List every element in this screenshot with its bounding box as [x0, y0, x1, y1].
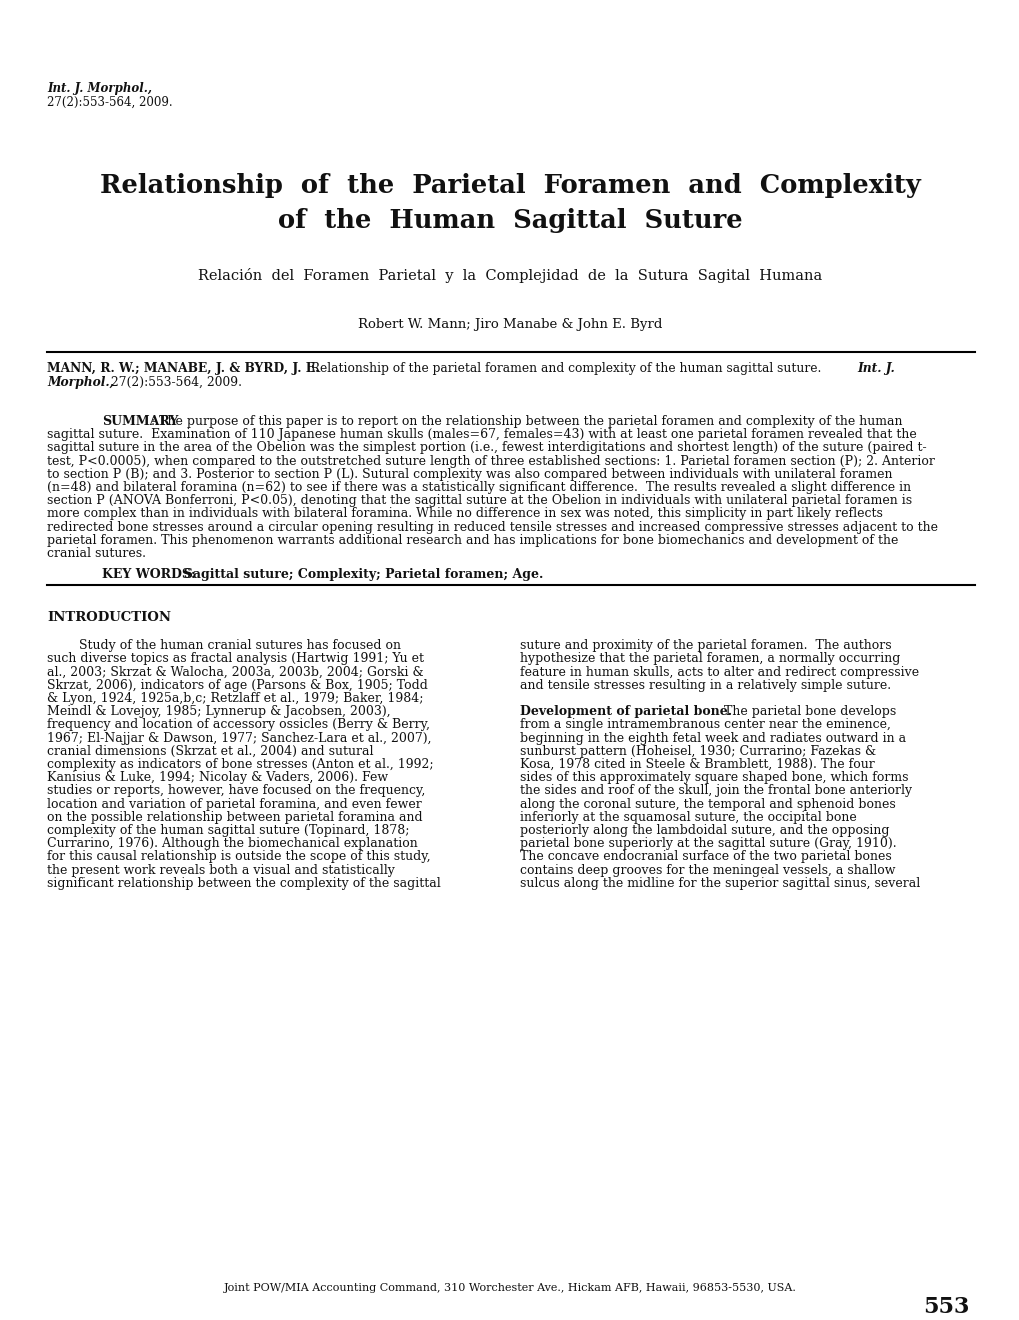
Text: parietal bone superiorly at the sagittal suture (Gray, 1910).: parietal bone superiorly at the sagittal… [520, 837, 896, 850]
Text: Currarino, 1976). Although the biomechanical explanation: Currarino, 1976). Although the biomechan… [47, 837, 418, 850]
Text: (n=48) and bilateral foramina (n=62) to see if there was a statistically signifi: (n=48) and bilateral foramina (n=62) to … [47, 480, 910, 494]
Text: such diverse topics as fractal analysis (Hartwig 1991; Yu et: such diverse topics as fractal analysis … [47, 652, 424, 665]
Text: The concave endocranial surface of the two parietal bones: The concave endocranial surface of the t… [520, 850, 891, 863]
Text: Meindl & Lovejoy, 1985; Lynnerup & Jacobsen, 2003),: Meindl & Lovejoy, 1985; Lynnerup & Jacob… [47, 705, 390, 718]
Text: significant relationship between the complexity of the sagittal: significant relationship between the com… [47, 876, 440, 890]
Text: Kosa, 1978 cited in Steele & Bramblett, 1988). The four: Kosa, 1978 cited in Steele & Bramblett, … [520, 758, 874, 771]
Text: sulcus along the midline for the superior sagittal sinus, several: sulcus along the midline for the superio… [520, 876, 919, 890]
Text: cranial sutures.: cranial sutures. [47, 546, 146, 560]
Text: the present work reveals both a visual and statistically: the present work reveals both a visual a… [47, 863, 394, 876]
Text: Relación  del  Foramen  Parietal  y  la  Complejidad  de  la  Sutura  Sagital  H: Relación del Foramen Parietal y la Compl… [198, 268, 821, 282]
Text: INTRODUCTION: INTRODUCTION [47, 611, 171, 624]
Text: the sides and roof of the skull, join the frontal bone anteriorly: the sides and roof of the skull, join th… [520, 784, 911, 797]
Text: posteriorly along the lambdoidal suture, and the opposing: posteriorly along the lambdoidal suture,… [520, 824, 889, 837]
Text: sunburst pattern (Hoheisel, 1930; Currarino; Fazekas &: sunburst pattern (Hoheisel, 1930; Currar… [520, 744, 875, 758]
Text: redirected bone stresses around a circular opening resulting in reduced tensile : redirected bone stresses around a circul… [47, 520, 937, 533]
Text: along the coronal suture, the temporal and sphenoid bones: along the coronal suture, the temporal a… [520, 797, 895, 810]
Text: from a single intramembranous center near the eminence,: from a single intramembranous center nea… [520, 718, 890, 731]
Text: frequency and location of accessory ossicles (Berry & Berry,: frequency and location of accessory ossi… [47, 718, 430, 731]
Text: Sagittal suture; Complexity; Parietal foramen; Age.: Sagittal suture; Complexity; Parietal fo… [175, 568, 543, 581]
Text: hypothesize that the parietal foramen, a normally occurring: hypothesize that the parietal foramen, a… [520, 652, 900, 665]
Text: & Lyon, 1924, 1925a,b,c; Retzlaff et al., 1979; Baker, 1984;: & Lyon, 1924, 1925a,b,c; Retzlaff et al.… [47, 692, 423, 705]
Text: SUMMARY: SUMMARY [102, 414, 178, 428]
Text: to section P (B); and 3. Posterior to section P (L). Sutural complexity was also: to section P (B); and 3. Posterior to se… [47, 467, 892, 480]
Text: al., 2003; Skrzat & Walocha, 2003a, 2003b, 2004; Gorski &: al., 2003; Skrzat & Walocha, 2003a, 2003… [47, 665, 423, 678]
Text: The parietal bone develops: The parietal bone develops [719, 705, 896, 718]
Text: on the possible relationship between parietal foramina and: on the possible relationship between par… [47, 810, 422, 824]
Text: Int. J.: Int. J. [856, 362, 894, 375]
Text: 27(2):553-564, 2009.: 27(2):553-564, 2009. [107, 376, 242, 389]
Text: 1967; El-Najjar & Dawson, 1977; Sanchez-Lara et al., 2007),: 1967; El-Najjar & Dawson, 1977; Sanchez-… [47, 731, 431, 744]
Text: Joint POW/MIA Accounting Command, 310 Worchester Ave., Hickam AFB, Hawaii, 96853: Joint POW/MIA Accounting Command, 310 Wo… [223, 1283, 796, 1294]
Text: Relationship of the parietal foramen and complexity of the human sagittal suture: Relationship of the parietal foramen and… [307, 362, 824, 375]
Text: of  the  Human  Sagittal  Suture: of the Human Sagittal Suture [277, 209, 742, 234]
Text: parietal foramen. This phenomenon warrants additional research and has implicati: parietal foramen. This phenomenon warran… [47, 533, 898, 546]
Text: sides of this approximately square shaped bone, which forms: sides of this approximately square shape… [520, 771, 908, 784]
Text: and tensile stresses resulting in a relatively simple suture.: and tensile stresses resulting in a rela… [520, 678, 891, 692]
Text: KEY WORDS:: KEY WORDS: [102, 568, 196, 581]
Text: MANN, R. W.; MANABE, J. & BYRD, J. E.: MANN, R. W.; MANABE, J. & BYRD, J. E. [47, 362, 319, 375]
Text: beginning in the eighth fetal week and radiates outward in a: beginning in the eighth fetal week and r… [520, 731, 905, 744]
Text: inferiorly at the squamosal suture, the occipital bone: inferiorly at the squamosal suture, the … [520, 810, 856, 824]
Text: Development of parietal bone.: Development of parietal bone. [520, 705, 732, 718]
Text: 553: 553 [923, 1296, 969, 1317]
Text: sagittal suture in the area of the Obelion was the simplest portion (i.e., fewes: sagittal suture in the area of the Obeli… [47, 441, 925, 454]
Text: Relationship  of  the  Parietal  Foramen  and  Complexity: Relationship of the Parietal Foramen and… [100, 173, 919, 198]
Text: : The purpose of this paper is to report on the relationship between the parieta: : The purpose of this paper is to report… [151, 414, 902, 428]
Text: studies or reports, however, have focused on the frequency,: studies or reports, however, have focuse… [47, 784, 425, 797]
Text: more complex than in individuals with bilateral foramina. While no difference in: more complex than in individuals with bi… [47, 507, 882, 520]
Text: section P (ANOVA Bonferroni, P<0.05), denoting that the sagittal suture at the O: section P (ANOVA Bonferroni, P<0.05), de… [47, 494, 911, 507]
Text: 27(2):553-564, 2009.: 27(2):553-564, 2009. [47, 96, 172, 110]
Text: Robert W. Mann; Jiro Manabe & John E. Byrd: Robert W. Mann; Jiro Manabe & John E. By… [358, 318, 661, 331]
Text: test, P<0.0005), when compared to the outstretched suture length of three establ: test, P<0.0005), when compared to the ou… [47, 454, 934, 467]
Text: suture and proximity of the parietal foramen.  The authors: suture and proximity of the parietal for… [520, 639, 891, 652]
Text: contains deep grooves for the meningeal vessels, a shallow: contains deep grooves for the meningeal … [520, 863, 895, 876]
Text: sagittal suture.  Examination of 110 Japanese human skulls (males=67, females=43: sagittal suture. Examination of 110 Japa… [47, 428, 916, 441]
Text: for this causal relationship is outside the scope of this study,: for this causal relationship is outside … [47, 850, 430, 863]
Text: location and variation of parietal foramina, and even fewer: location and variation of parietal foram… [47, 797, 421, 810]
Text: feature in human skulls, acts to alter and redirect compressive: feature in human skulls, acts to alter a… [520, 665, 918, 678]
Text: Kanisius & Luke, 1994; Nicolay & Vaders, 2006). Few: Kanisius & Luke, 1994; Nicolay & Vaders,… [47, 771, 388, 784]
Text: cranial dimensions (Skrzat et al., 2004) and sutural: cranial dimensions (Skrzat et al., 2004)… [47, 744, 373, 758]
Text: Morphol.,: Morphol., [47, 376, 114, 389]
Text: Int. J. Morphol.,: Int. J. Morphol., [47, 82, 152, 95]
Text: Study of the human cranial sutures has focused on: Study of the human cranial sutures has f… [47, 639, 400, 652]
Text: complexity of the human sagittal suture (Topinard, 1878;: complexity of the human sagittal suture … [47, 824, 409, 837]
Text: Skrzat, 2006), indicators of age (Parsons & Box, 1905; Todd: Skrzat, 2006), indicators of age (Parson… [47, 678, 427, 692]
Text: complexity as indicators of bone stresses (Anton et al., 1992;: complexity as indicators of bone stresse… [47, 758, 433, 771]
